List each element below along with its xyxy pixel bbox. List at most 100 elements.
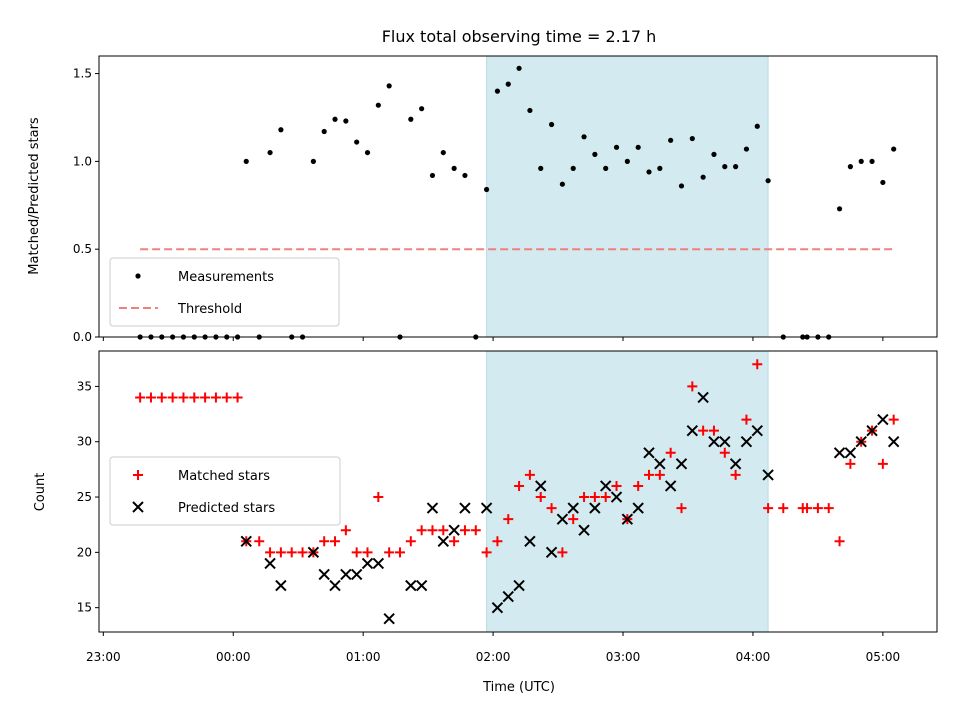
matched-star-point [589, 492, 600, 503]
matched-star-point [394, 547, 405, 558]
predicted-star-point [502, 590, 514, 603]
matched-star-point [492, 536, 503, 547]
measurement-point [668, 137, 674, 143]
bottom-y-tick-label: 35 [77, 379, 92, 393]
predicted-star-point [762, 469, 774, 481]
predicted-star-point [340, 568, 352, 581]
measurement-point [678, 183, 685, 189]
measurement-point [722, 164, 728, 170]
predicted-star-point [383, 613, 395, 625]
predicted-star-point [729, 458, 742, 470]
predicted-star-point [448, 524, 460, 536]
predicted-star-point [264, 557, 276, 570]
matched-star-point [427, 525, 438, 536]
matched-star-point [384, 547, 395, 558]
measurement-point [711, 151, 717, 157]
predicted-star-point [329, 579, 341, 592]
predicted-star-point [610, 491, 623, 503]
matched-star-point [481, 547, 492, 558]
x-tick-label: 05:00 [866, 650, 901, 664]
x-tick-label: 03:00 [606, 650, 641, 664]
bottom-highlight-span [486, 350, 769, 633]
top-axes-frame [98, 55, 938, 338]
bottom-axes-frame [98, 350, 938, 633]
legend-box [109, 456, 341, 526]
predicted-star-point [459, 502, 471, 514]
matched-star-point [210, 392, 221, 403]
measurement-point [321, 128, 327, 135]
bottom-y-axis-label: Count [33, 473, 48, 512]
predicted-star-point [372, 557, 385, 570]
predicted-star-point [545, 546, 558, 559]
measurement-point [243, 158, 249, 164]
matched-star-point [405, 536, 416, 547]
matched-star-point [362, 547, 373, 558]
measurement-point [538, 165, 544, 171]
matched-star-point [546, 503, 557, 514]
matched-star-point [802, 503, 813, 514]
measurement-point [343, 118, 349, 124]
predicted-star-point [675, 458, 688, 470]
matched-star-point [719, 447, 730, 458]
measurement-point [891, 146, 897, 152]
measurement-point [858, 158, 864, 164]
matched-star-point [459, 525, 470, 536]
matched-star-point [611, 480, 622, 491]
matched-star-point [778, 503, 789, 514]
matched-star-point [579, 492, 590, 503]
matched-star-point [319, 536, 330, 547]
matched-star-point [524, 469, 535, 480]
predicted-star-point [751, 424, 763, 437]
measurement-point [657, 165, 663, 171]
measurement-point [603, 165, 609, 171]
measurement-point [440, 149, 446, 156]
predicted-star-point [524, 535, 536, 547]
matched-star-point [877, 458, 888, 469]
measurement-point [310, 158, 316, 164]
matched-star-point [373, 492, 384, 503]
matched-star-point [888, 414, 899, 425]
matched-star-point [633, 480, 644, 491]
measurement-point [765, 178, 771, 184]
matched-star-point [221, 392, 232, 403]
top-y-tick-label: 0.0 [73, 330, 92, 344]
legend-label: Threshold [177, 302, 242, 317]
measurement-point [880, 179, 886, 186]
measurement-point [869, 158, 875, 164]
matched-star-point [232, 392, 243, 403]
measurement-point [527, 107, 533, 114]
bottom-legend: Matched stars Predicted stars [109, 456, 341, 526]
predicted-star-point [877, 413, 889, 426]
measurement-point [419, 106, 425, 112]
matched-star-point [730, 469, 741, 480]
matched-star-point [265, 547, 276, 558]
matched-star-point [834, 536, 845, 547]
predicted-star-point [361, 557, 374, 570]
top-y-tick-label: 0.5 [73, 242, 92, 256]
measurement-point [733, 164, 739, 170]
legend-marker-predicted [132, 501, 144, 513]
matched-star-point [416, 525, 427, 536]
matched-star-point [297, 547, 308, 558]
matched-star-point [763, 503, 774, 514]
legend-marker-matched [133, 470, 143, 480]
matched-star-point [275, 547, 286, 558]
measurement-point [646, 169, 652, 175]
matched-star-point [676, 503, 687, 514]
x-tick-label: 04:00 [736, 650, 771, 664]
measurement-point [386, 83, 392, 89]
matched-star-point [845, 458, 856, 469]
predicted-star-point [719, 436, 731, 448]
matched-star-point [178, 392, 189, 403]
predicted-star-point [513, 579, 525, 592]
measurement-point [548, 121, 555, 128]
measurement-point [836, 206, 843, 212]
predicted-star-point [491, 601, 504, 614]
top-highlight-span [486, 55, 769, 338]
x-tick-label: 02:00 [476, 650, 511, 664]
measurement-point [278, 127, 284, 133]
predicted-star-point [643, 447, 655, 459]
predicted-star-point [708, 436, 720, 448]
